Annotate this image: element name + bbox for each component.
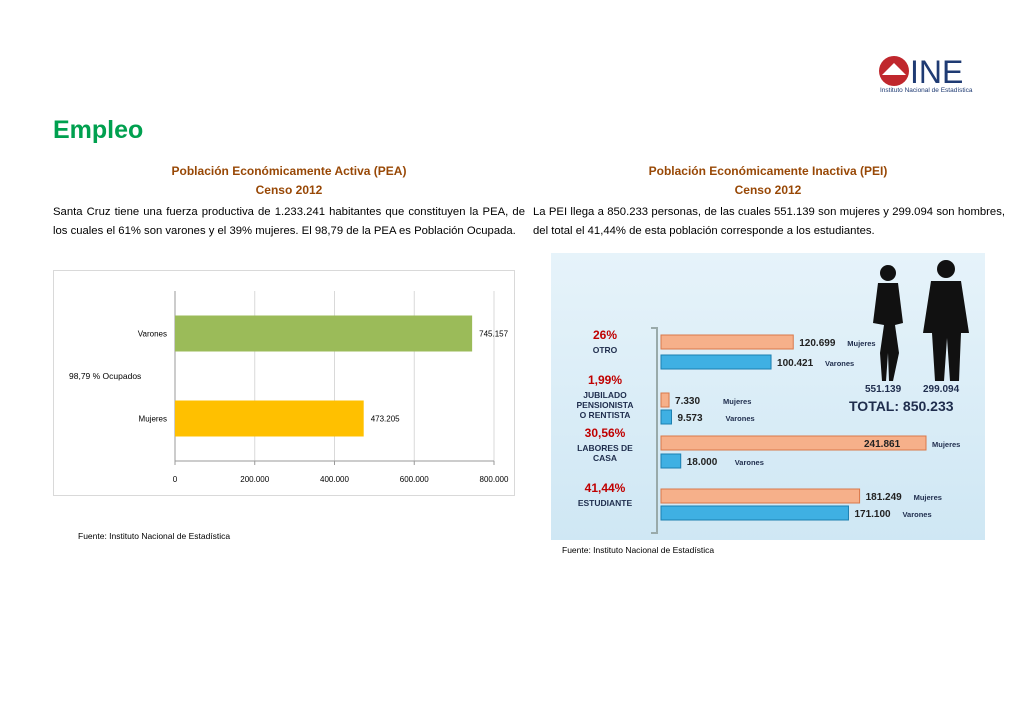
series-label: Mujeres bbox=[723, 397, 751, 406]
series-label: Varones bbox=[735, 458, 764, 467]
pea-heading: Población Económicamente Activa (PEA) bbox=[171, 164, 407, 178]
x-tick-label: 600.000 bbox=[400, 475, 429, 484]
value-label: 745.157 bbox=[479, 330, 508, 339]
share-label: 26% bbox=[593, 328, 617, 342]
logo-name: Instituto Nacional de Estadística bbox=[880, 87, 973, 94]
category-label: PENSIONISTA bbox=[577, 400, 634, 410]
pea-paragraph: Santa Cruz tiene una fuerza productiva d… bbox=[53, 206, 525, 237]
pei-subheading: Censo 2012 bbox=[734, 183, 802, 197]
pei-heading: Población Económicamente Inactiva (PEI) bbox=[648, 164, 888, 178]
share-label: 30,56% bbox=[585, 426, 626, 440]
value-label: 9.573 bbox=[677, 413, 702, 424]
total-women: 551.139 bbox=[865, 384, 902, 395]
pei-paragraph: La PEI llega a 850.233 personas, de las … bbox=[533, 206, 1005, 237]
man-silhouette bbox=[923, 260, 969, 381]
category-label: LABORES DE bbox=[577, 443, 633, 453]
bracket bbox=[651, 327, 658, 534]
series-label: Mujeres bbox=[847, 339, 875, 348]
logo-icon-shape bbox=[882, 63, 906, 75]
page-title: Empleo bbox=[53, 116, 144, 144]
category-label: CASA bbox=[593, 453, 617, 463]
share-label: 1,99% bbox=[588, 373, 622, 387]
x-tick-label: 400.000 bbox=[320, 475, 349, 484]
share-label: 41,44% bbox=[585, 481, 626, 495]
total-men: 299.094 bbox=[923, 384, 960, 395]
pea-subheading: Censo 2012 bbox=[255, 183, 323, 197]
bar bbox=[660, 505, 849, 521]
category-label: Varones bbox=[138, 330, 167, 339]
value-label: 100.421 bbox=[777, 358, 814, 369]
value-label: 18.000 bbox=[687, 457, 718, 468]
series-label: Varones bbox=[902, 510, 931, 519]
category-label: O RENTISTA bbox=[580, 410, 631, 420]
total: TOTAL: 850.233 bbox=[849, 398, 954, 414]
x-tick-label: 800.000 bbox=[480, 475, 509, 484]
value-label: 120.699 bbox=[799, 338, 836, 349]
pea-source: Fuente: Instituto Nacional de Estadístic… bbox=[78, 531, 231, 541]
series-label: Mujeres bbox=[932, 440, 960, 449]
x-tick-label: 200.000 bbox=[240, 475, 269, 484]
bar bbox=[660, 435, 927, 451]
category-label: OTRO bbox=[593, 345, 618, 355]
value-label: 241.861 bbox=[864, 439, 901, 450]
bar bbox=[175, 400, 364, 437]
bar bbox=[660, 488, 861, 504]
value-label: 181.249 bbox=[866, 492, 903, 503]
series-label: Varones bbox=[725, 414, 754, 423]
logo-acronym: INE bbox=[910, 54, 963, 90]
category-label: JUBILADO bbox=[583, 390, 627, 400]
bar bbox=[660, 392, 670, 408]
woman-silhouette bbox=[873, 265, 903, 381]
value-label: 171.100 bbox=[854, 509, 891, 520]
logo: INE Instituto Nacional de Estadística bbox=[879, 54, 973, 94]
bar bbox=[175, 315, 473, 352]
category-label: Mujeres bbox=[139, 415, 167, 424]
bar bbox=[660, 334, 794, 350]
bar bbox=[660, 453, 682, 469]
series-label: Varones bbox=[825, 359, 854, 368]
annotation: 98,79 % Ocupados bbox=[69, 371, 141, 381]
x-tick-label: 0 bbox=[173, 475, 178, 484]
series-label: Mujeres bbox=[914, 493, 942, 502]
pei-source: Fuente: Instituto Nacional de Estadístic… bbox=[562, 545, 715, 555]
pea-chart: 0 200.000 400.000 600.000 800.000 Varones 745.… bbox=[53, 270, 515, 496]
bar bbox=[660, 409, 672, 425]
bar bbox=[660, 354, 772, 370]
value-label: 473.205 bbox=[371, 415, 400, 424]
category-label: ESTUDIANTE bbox=[578, 498, 633, 508]
value-label: 7.330 bbox=[675, 396, 700, 407]
